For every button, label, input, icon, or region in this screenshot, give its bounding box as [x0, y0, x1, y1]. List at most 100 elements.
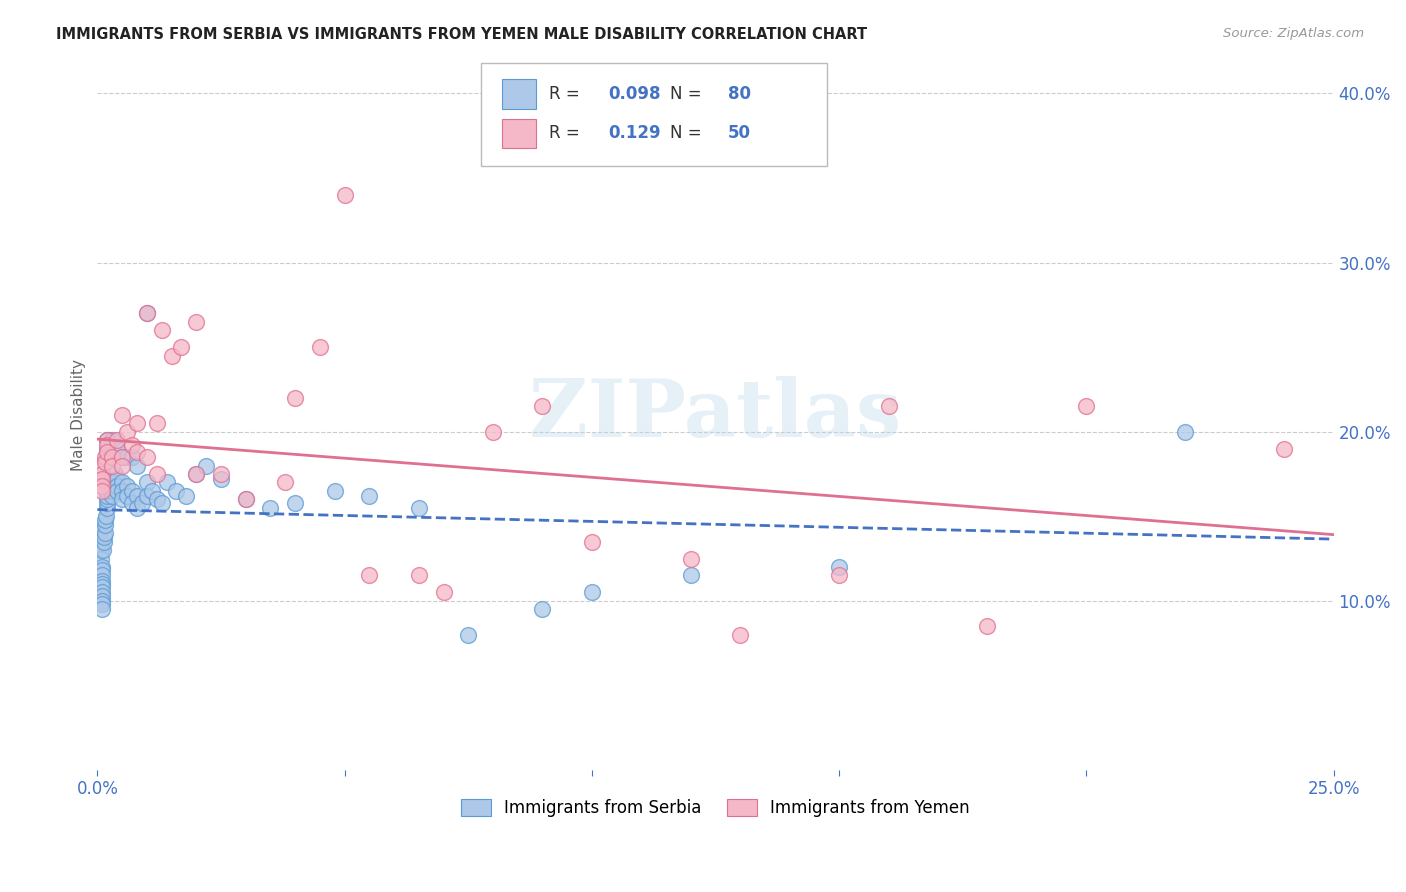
Point [150, 496, 173, 510]
Point [150, 323, 173, 337]
Point [91, 458, 114, 473]
Point [145, 417, 167, 431]
Point [91, 563, 114, 577]
Point [121, 496, 143, 510]
Text: 0.098: 0.098 [607, 85, 661, 103]
Point [125, 500, 148, 515]
Point [115, 479, 138, 493]
Point [135, 489, 157, 503]
Point [98, 475, 121, 490]
Point [111, 408, 134, 422]
Point [91, 568, 114, 582]
Point [96, 433, 118, 447]
Point [1272, 442, 1295, 456]
Text: R =: R = [548, 85, 585, 103]
Point [93, 534, 115, 549]
Point [91, 479, 114, 493]
Point [877, 400, 900, 414]
Point [135, 450, 157, 464]
Point [94, 455, 117, 469]
Point [284, 496, 307, 510]
Point [1174, 425, 1197, 439]
Text: 80: 80 [728, 85, 751, 103]
Point [91, 594, 114, 608]
Point [432, 585, 454, 599]
Text: Source: ZipAtlas.com: Source: ZipAtlas.com [1223, 27, 1364, 40]
Point [976, 619, 998, 633]
Point [96, 496, 118, 510]
Text: 0.129: 0.129 [607, 124, 661, 142]
Text: N =: N = [669, 85, 707, 103]
Point [94, 526, 117, 541]
Point [104, 467, 127, 481]
Point [166, 483, 188, 498]
Point [91, 574, 114, 588]
Point [101, 433, 124, 447]
Point [679, 551, 702, 566]
Point [90, 551, 112, 566]
Point [145, 492, 167, 507]
Point [96, 438, 118, 452]
Point [96, 509, 118, 524]
Point [91, 585, 114, 599]
Point [359, 489, 381, 503]
Point [359, 568, 381, 582]
Point [125, 458, 148, 473]
Point [145, 467, 167, 481]
Bar [502, 79, 536, 110]
Point [828, 560, 851, 574]
Point [96, 445, 118, 459]
Point [170, 340, 193, 354]
Point [125, 489, 148, 503]
Point [89, 543, 111, 558]
Point [90, 543, 112, 558]
Point [101, 483, 124, 498]
Point [96, 492, 118, 507]
Point [209, 472, 232, 486]
Point [121, 483, 143, 498]
Point [89, 534, 111, 549]
Text: N =: N = [669, 124, 707, 142]
Point [115, 489, 138, 503]
Point [105, 472, 128, 486]
Point [1076, 400, 1098, 414]
Point [101, 479, 124, 493]
Point [91, 580, 114, 594]
Point [333, 188, 356, 202]
Point [195, 458, 218, 473]
Point [101, 450, 124, 464]
Point [96, 483, 118, 498]
Point [101, 458, 124, 473]
Y-axis label: Male Disability: Male Disability [72, 359, 86, 471]
Point [186, 467, 208, 481]
Point [105, 479, 128, 493]
Point [284, 391, 307, 405]
Point [93, 530, 115, 544]
FancyBboxPatch shape [481, 63, 827, 166]
Bar [502, 119, 536, 148]
Point [101, 475, 124, 490]
Point [135, 306, 157, 320]
Point [531, 400, 554, 414]
Text: IMMIGRANTS FROM SERBIA VS IMMIGRANTS FROM YEMEN MALE DISABILITY CORRELATION CHAR: IMMIGRANTS FROM SERBIA VS IMMIGRANTS FRO… [56, 27, 868, 42]
Point [155, 475, 177, 490]
Point [90, 560, 112, 574]
Point [89, 526, 111, 541]
Point [111, 475, 134, 490]
Point [160, 349, 183, 363]
Point [105, 483, 128, 498]
Point [96, 489, 118, 503]
Point [176, 489, 198, 503]
Point [235, 492, 257, 507]
Point [408, 500, 430, 515]
Point [91, 602, 114, 616]
Point [111, 492, 134, 507]
Point [91, 472, 114, 486]
Point [581, 585, 603, 599]
Point [91, 577, 114, 591]
Point [457, 628, 479, 642]
Point [125, 445, 148, 459]
Point [531, 602, 554, 616]
Legend: Immigrants from Serbia, Immigrants from Yemen: Immigrants from Serbia, Immigrants from … [453, 791, 979, 826]
Point [105, 442, 128, 456]
